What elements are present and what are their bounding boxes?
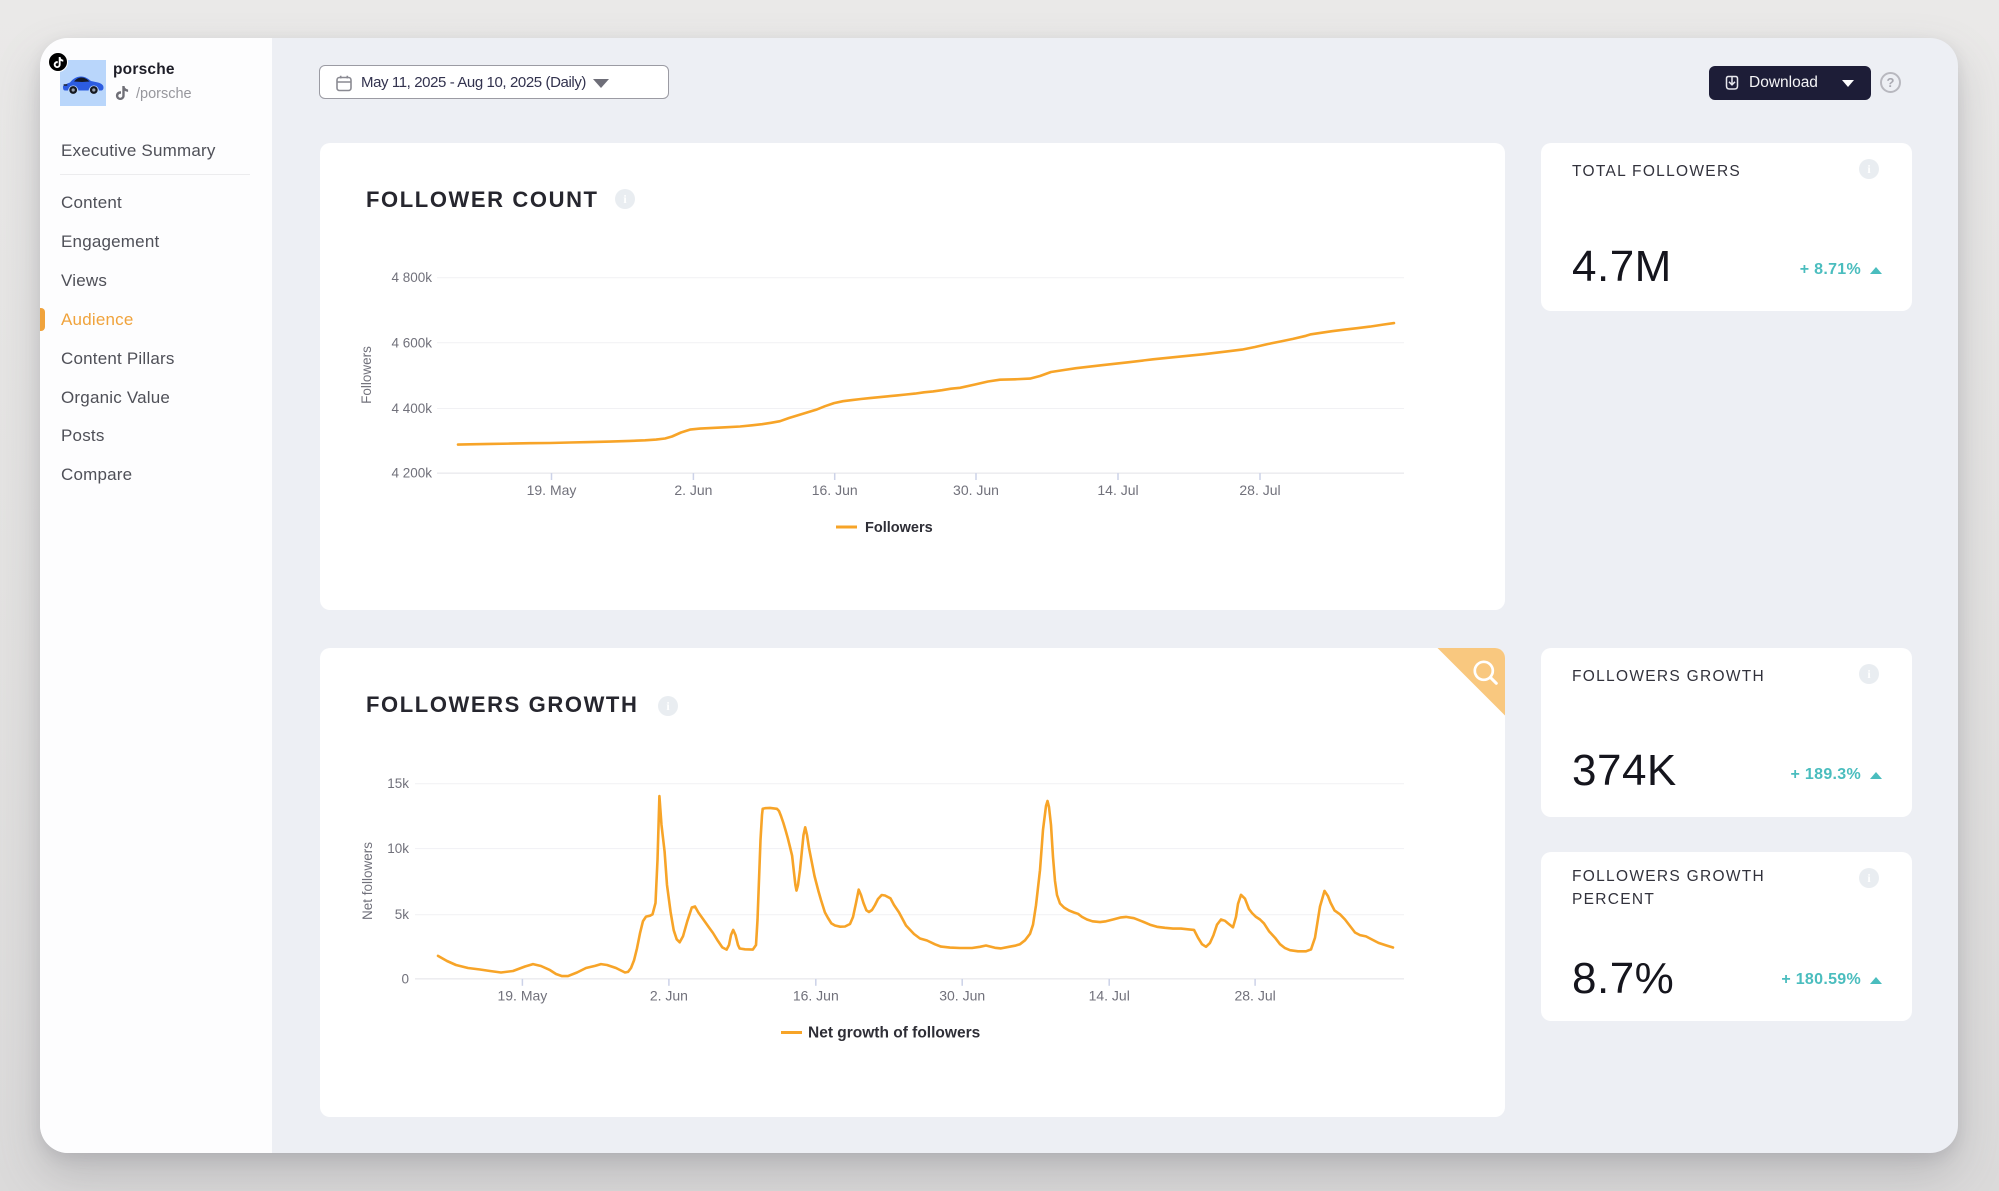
svg-text:14. Jul: 14. Jul — [1097, 482, 1138, 498]
svg-text:Net growth of followers: Net growth of followers — [808, 1025, 980, 1042]
svg-text:Net followers: Net followers — [360, 842, 375, 920]
svg-text:16. Jun: 16. Jun — [812, 482, 858, 498]
svg-text:4 800k: 4 800k — [391, 270, 432, 285]
svg-text:15k: 15k — [387, 776, 409, 791]
svg-text:4 200k: 4 200k — [391, 466, 432, 481]
svg-text:16. Jun: 16. Jun — [793, 988, 839, 1004]
svg-text:28. Jul: 28. Jul — [1239, 482, 1280, 498]
svg-text:10k: 10k — [387, 841, 409, 856]
svg-text:14. Jul: 14. Jul — [1089, 988, 1130, 1004]
svg-text:2. Jun: 2. Jun — [650, 988, 688, 1004]
svg-text:19. May: 19. May — [527, 482, 577, 498]
svg-text:0: 0 — [401, 971, 409, 986]
svg-text:5k: 5k — [395, 907, 410, 922]
svg-text:Followers: Followers — [865, 520, 933, 536]
svg-text:2. Jun: 2. Jun — [674, 482, 712, 498]
svg-text:30. Jun: 30. Jun — [953, 482, 999, 498]
svg-text:19. May: 19. May — [497, 988, 547, 1004]
svg-text:4 400k: 4 400k — [391, 401, 432, 416]
svg-text:4 600k: 4 600k — [391, 335, 432, 350]
svg-text:30. Jun: 30. Jun — [939, 988, 985, 1004]
svg-text:28. Jul: 28. Jul — [1234, 988, 1275, 1004]
svg-text:Followers: Followers — [359, 346, 374, 404]
